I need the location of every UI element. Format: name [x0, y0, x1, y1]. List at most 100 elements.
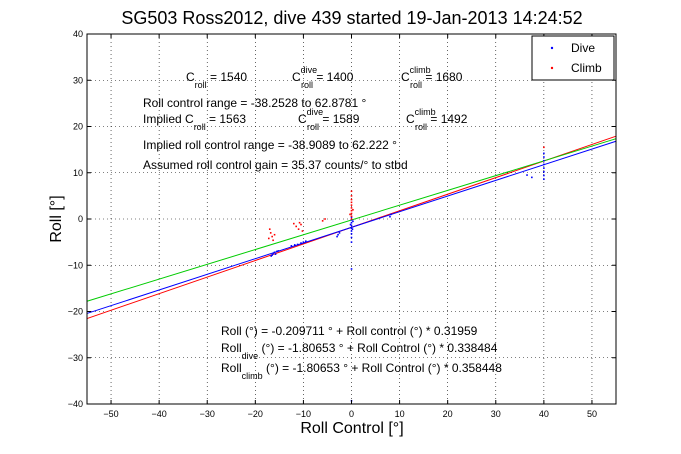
point-climb [350, 198, 353, 201]
point-climb [350, 209, 353, 212]
point-climb [297, 228, 300, 230]
point-dive [300, 242, 302, 244]
annotation-fit-all: Roll (°) = -0.209711 ° + Roll control (°… [221, 324, 478, 338]
point-climb [349, 213, 351, 216]
point-dive [543, 159, 545, 162]
point-climb [543, 146, 545, 149]
point-climb [267, 237, 270, 240]
point-dive [351, 228, 354, 230]
point-climb [292, 222, 295, 225]
point-climb [350, 201, 353, 204]
point-dive [389, 215, 391, 218]
point-climb [268, 228, 271, 230]
point-dive [302, 241, 305, 243]
legend-marker-climb [550, 66, 554, 70]
point-climb [350, 190, 353, 193]
point-dive [543, 174, 545, 177]
point-climb [273, 233, 276, 236]
point-climb [271, 235, 273, 238]
point-climb [295, 225, 297, 228]
point-dive [526, 174, 528, 176]
x-tick-label: 40 [539, 409, 549, 419]
point-dive [543, 156, 545, 158]
point-dive [290, 245, 293, 247]
ticks: −50 −40 −30 −20 −10 0 10 20 30 40 50 −40 −30 −20 −10 0 1… [68, 29, 616, 419]
chart-title: SG503 Ross2012, dive 439 started 19-Jan-… [121, 8, 582, 28]
point-climb [321, 220, 324, 222]
x-tick-label: −40 [151, 409, 166, 419]
x-tick-label: 20 [443, 409, 453, 419]
y-tick-label: 20 [73, 122, 83, 132]
point-dive [293, 244, 296, 246]
point-dive [349, 223, 352, 226]
point-climb [350, 218, 353, 220]
point-dive [305, 240, 307, 242]
point-dive [277, 250, 280, 252]
y-axis-label: Roll [°] [48, 195, 65, 242]
x-tick-label: 50 [587, 409, 597, 419]
point-dive [543, 163, 545, 166]
point-climb [301, 230, 304, 232]
point-dive [352, 220, 354, 223]
point-dive [350, 236, 353, 239]
annotation-implied-range: Implied roll control range = -38.9089 to… [143, 138, 397, 152]
point-climb [298, 221, 301, 224]
annotation-gain: Assumed roll control gain = 35.37 counts… [143, 158, 408, 172]
point-dive [350, 268, 353, 270]
point-dive [274, 253, 277, 255]
point-climb [350, 215, 353, 218]
legend: Dive Climb [531, 35, 615, 81]
y-tick-label: −20 [68, 307, 83, 317]
y-tick-label: 0 [78, 214, 83, 224]
point-dive [272, 252, 274, 255]
point-dive [350, 241, 353, 243]
x-tick-label: −20 [248, 409, 263, 419]
point-dive [543, 178, 545, 181]
point-dive [276, 250, 278, 253]
point-dive [543, 152, 545, 155]
point-dive [336, 235, 338, 238]
point-dive [270, 255, 272, 257]
y-tick-label: 30 [73, 75, 83, 85]
point-dive [390, 213, 392, 216]
y-tick-label: −30 [68, 353, 83, 363]
legend-box [531, 35, 615, 81]
annotation-roll-range: Roll control range = -38.2528 to 62.8781… [143, 96, 366, 110]
x-tick-label: 10 [395, 409, 405, 419]
point-climb [300, 223, 302, 226]
point-dive [350, 219, 353, 221]
annotations: Croll = 1540 Cdive roll = 1400 Cclimb roll… [143, 65, 502, 381]
point-dive [543, 171, 545, 173]
point-climb [352, 208, 354, 211]
y-tick-label: −10 [68, 260, 83, 270]
point-climb [324, 218, 326, 220]
y-tick-label: 40 [73, 29, 83, 39]
fit-line [86, 140, 617, 314]
point-climb [350, 212, 353, 215]
x-tick-label: −10 [296, 409, 311, 419]
x-tick-label: 30 [491, 409, 501, 419]
annotation-implied-c-dive: Cdive roll = 1589 [298, 107, 360, 132]
point-dive [296, 243, 299, 246]
point-dive [350, 230, 353, 232]
y-tick-label: −40 [68, 399, 83, 409]
point-dive [531, 176, 533, 179]
annotation-fit-dive: Rolldive (°) = -1.80653 ° + Roll Control… [221, 341, 498, 361]
annotation-c-roll-dive: Cdive roll = 1400 [292, 65, 354, 90]
x-axis-label: Roll Control [°] [300, 420, 403, 437]
point-climb [350, 204, 353, 206]
point-dive [273, 251, 276, 254]
point-dive [338, 232, 341, 234]
point-climb [272, 239, 274, 242]
legend-marker-dive [550, 46, 554, 50]
x-tick-label: 0 [349, 409, 354, 419]
point-dive [271, 254, 273, 256]
grid [87, 33, 616, 405]
point-dive [350, 224, 353, 227]
point-dive [350, 233, 353, 235]
point-dive [350, 216, 353, 218]
point-climb [269, 232, 272, 234]
x-tick-label: −50 [103, 409, 118, 419]
point-dive [543, 167, 545, 169]
